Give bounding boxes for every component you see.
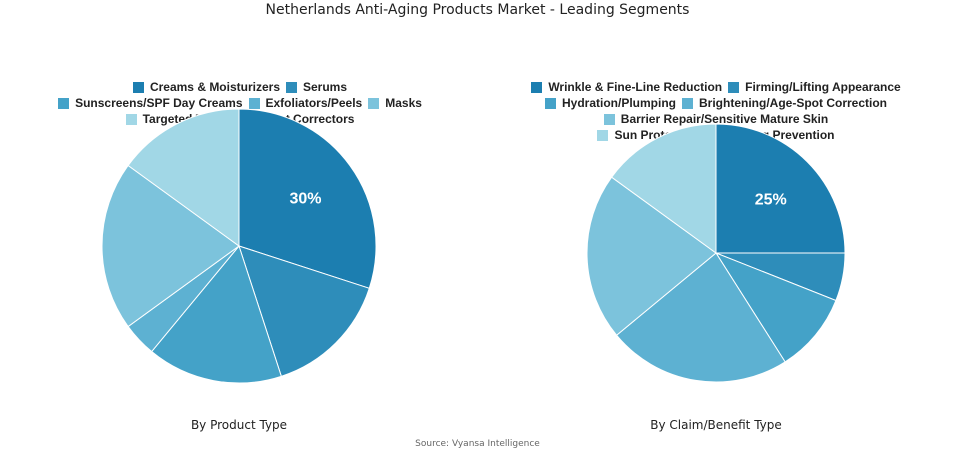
pie-slice [238, 108, 377, 289]
legend-item: Wrinkle & Fine-Line Reduction [531, 79, 722, 95]
legend-swatch [603, 113, 615, 125]
legend-swatch [531, 81, 543, 93]
legend-swatch [132, 81, 144, 93]
legend-label: Serums [303, 80, 348, 94]
legend-label: Hydration/Plumping [562, 96, 676, 110]
legend-label: Barrier Repair/Sensitive Mature Skin [620, 112, 829, 126]
legend-label: Firming/Lifting Appearance [745, 80, 901, 94]
legend-swatch [728, 81, 740, 93]
legend-swatch [286, 81, 297, 93]
legend-item: Sunscreens/SPF Day Creams [58, 95, 243, 111]
legend-claim-type: Wrinkle & Fine-Line Reduction Firming/Lif… [490, 79, 942, 143]
legend-label: Sunscreens/SPF Day Creams [75, 96, 243, 110]
chart-title: Netherlands Anti-Aging Products Market -… [265, 2, 690, 18]
data-label: 30% [289, 191, 321, 208]
legend-swatch [368, 97, 380, 109]
legend-swatch [545, 97, 556, 109]
pie-slice [714, 251, 837, 363]
legend-item: Hydration/Plumping [545, 95, 676, 111]
data-label: 25% [755, 191, 787, 208]
legend-item: Exfoliators/Peels [248, 95, 363, 111]
legend-swatch [125, 113, 137, 125]
pie-slice [610, 123, 717, 254]
source-note: Source: Vyansa Intelligence [415, 439, 540, 449]
pie-slice [150, 244, 282, 384]
pie-slice [101, 164, 240, 328]
legend-item: Barrier Repair/Sensitive Mature Skin [603, 111, 829, 127]
subtitle-product-type: By Product Type [190, 418, 288, 432]
legend-label: Brightening/Age-Spot Correction [699, 96, 887, 110]
legend-item: Firming/Lifting Appearance [728, 79, 901, 95]
pie-slice [615, 252, 786, 383]
legend-swatch [248, 97, 260, 109]
legend-item: Serums [286, 79, 347, 95]
legend-swatch [682, 97, 693, 109]
pie-slice [127, 108, 240, 247]
legend-swatch [597, 129, 609, 141]
legend-label: Masks [385, 96, 422, 110]
legend-label: Exfoliators/Peels [265, 96, 363, 110]
pie-slice [238, 245, 370, 377]
pie-slice [715, 123, 846, 254]
legend-swatch [58, 97, 70, 109]
legend-item: Masks [368, 95, 422, 111]
legend-label: Creams & Moisturizers [149, 80, 280, 94]
subtitle-claim-type: By Claim/Benefit Type [650, 418, 782, 432]
legend-label: Wrinkle & Fine-Line Reduction [548, 80, 723, 94]
legend-item: Brightening/Age-Spot Correction [682, 95, 887, 111]
legend-item: Creams & Moisturizers [132, 79, 280, 95]
pie-slice [586, 176, 717, 336]
